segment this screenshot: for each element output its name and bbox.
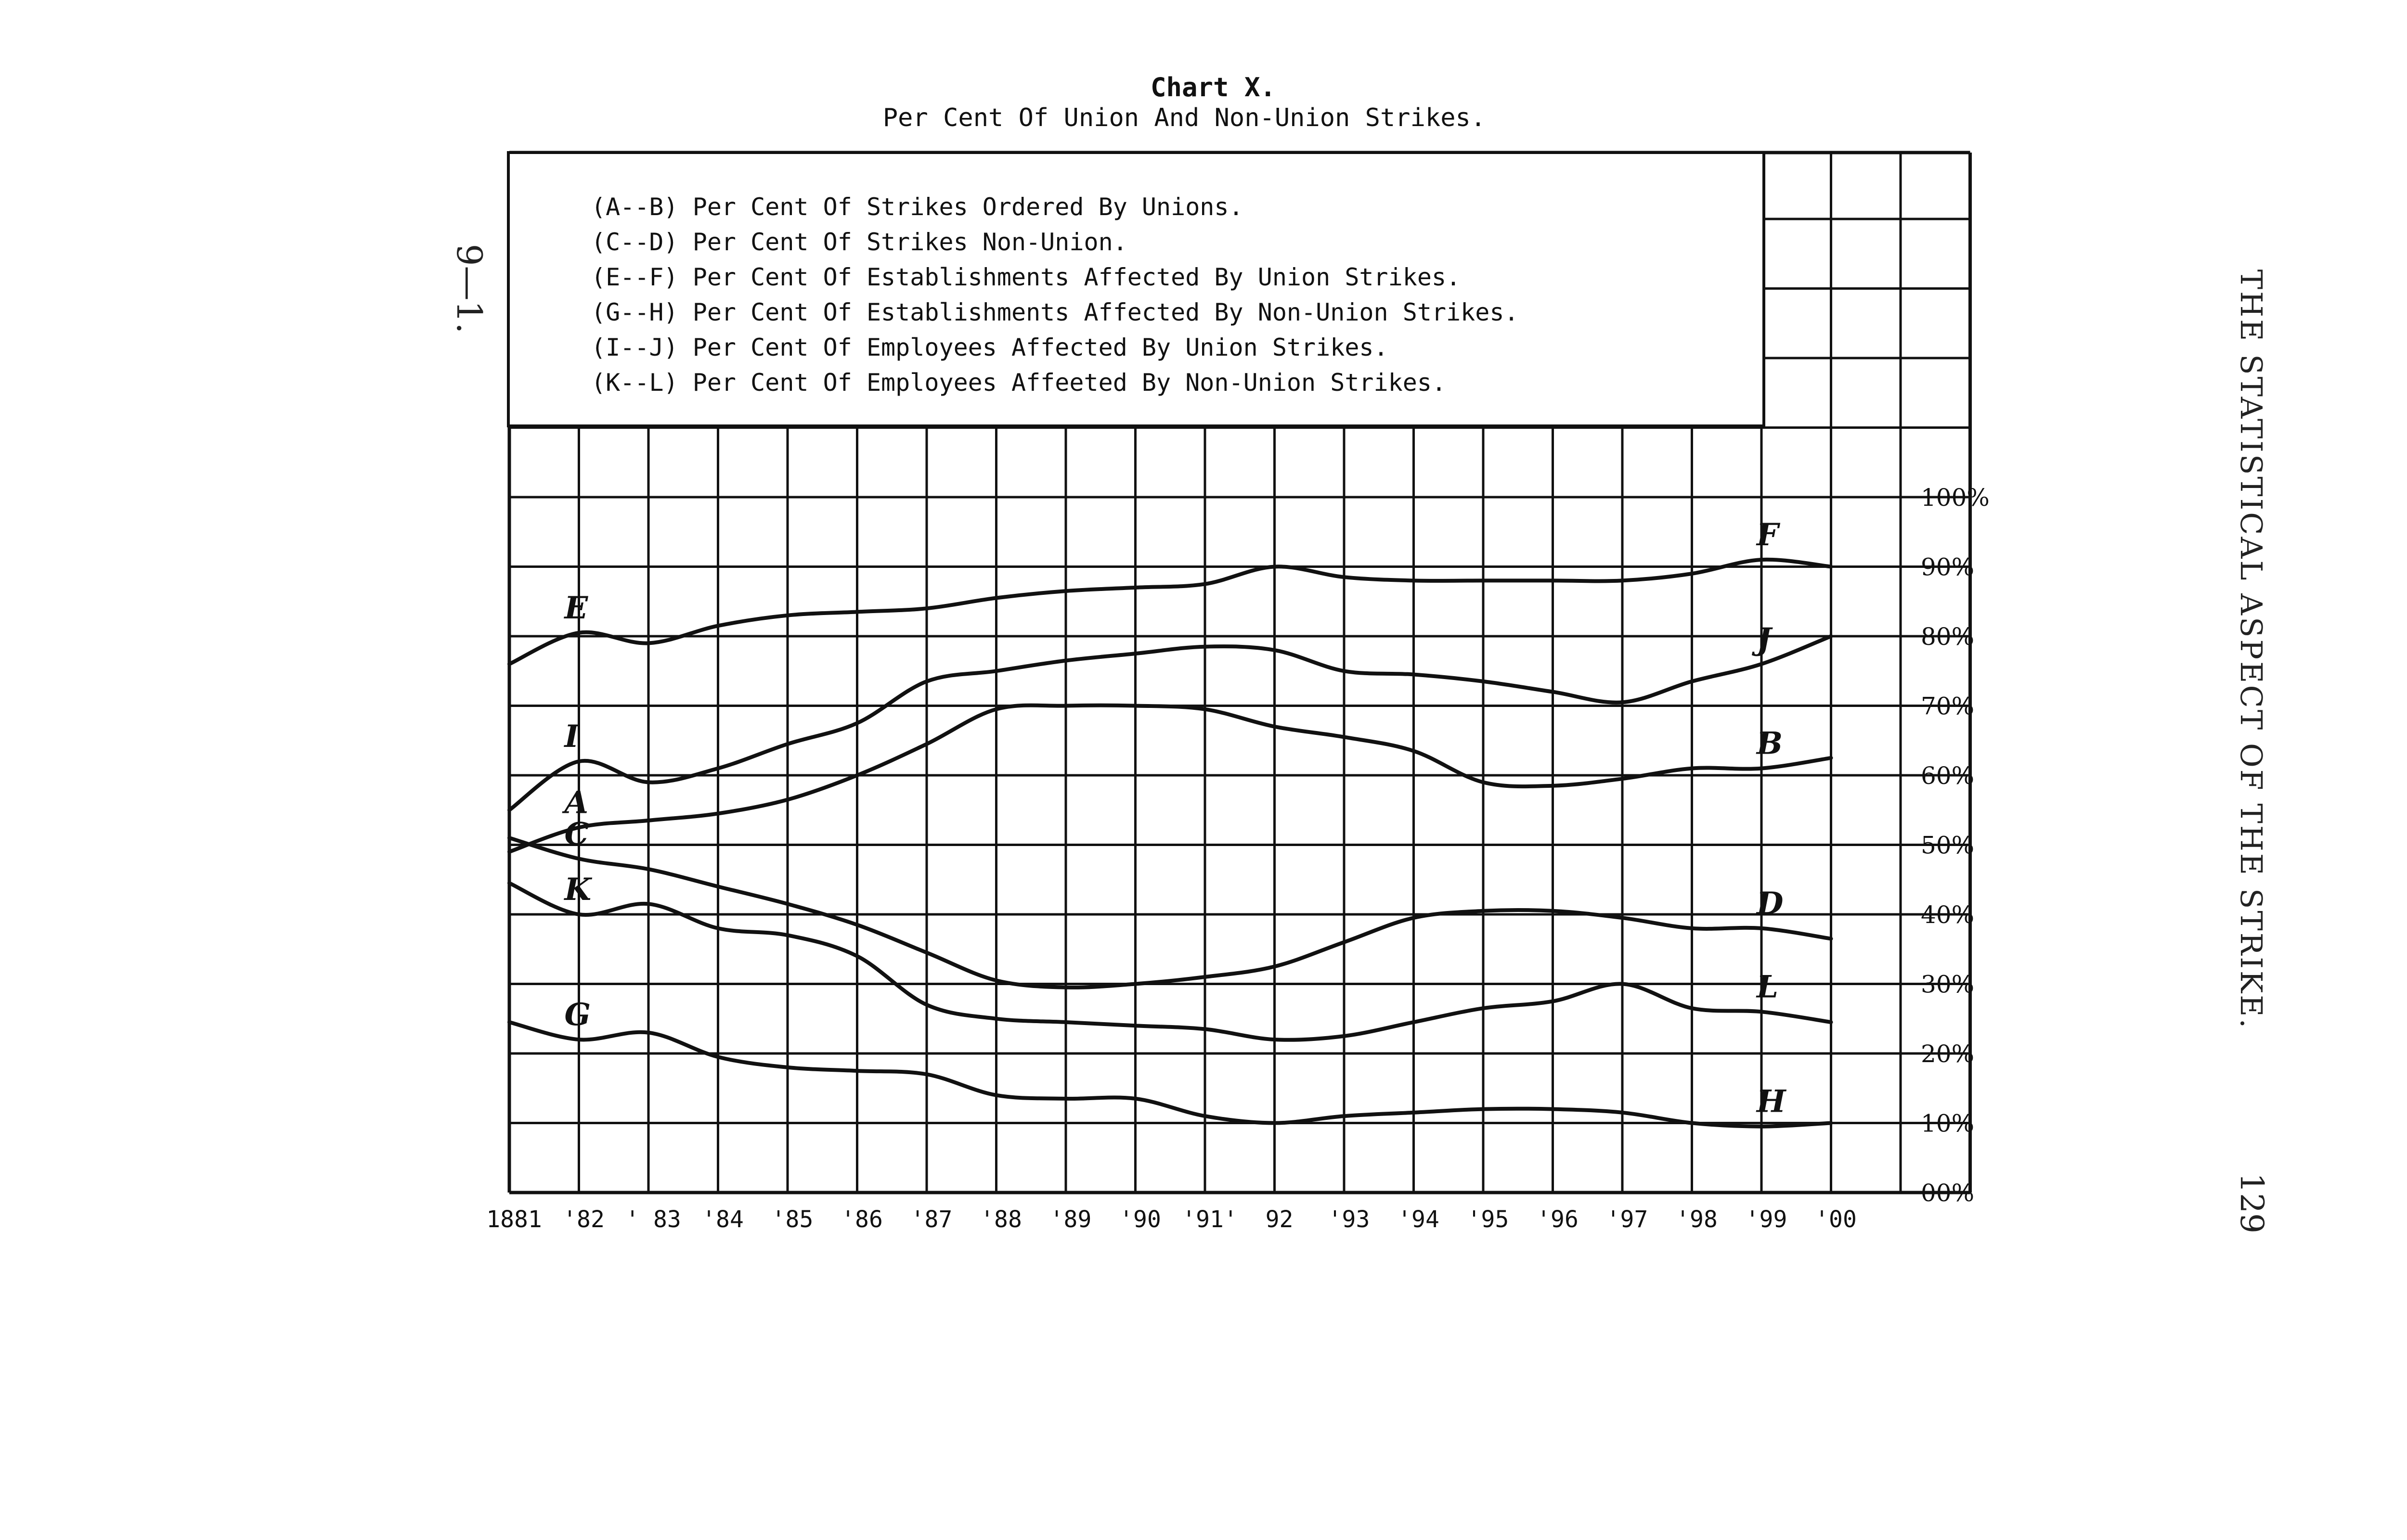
x-tick-label: '99 (1746, 1206, 1787, 1233)
x-tick-label: '95 (1467, 1206, 1509, 1233)
series-line-cd (507, 836, 1833, 989)
y-tick-label: 40% (1921, 901, 1974, 929)
legend-entry: (A--B) Per Cent Of Strikes Ordered By Un… (591, 193, 1243, 221)
side-note: 9—1. (449, 244, 490, 334)
legend-entry: (C--D) Per Cent Of Strikes Non-Union. (591, 228, 1127, 256)
x-tick-label: '93 (1328, 1206, 1370, 1233)
series-line-ij (507, 634, 1833, 812)
x-tick-label: '94 (1398, 1206, 1439, 1233)
series-start-label: I (564, 719, 580, 755)
legend-box (507, 151, 1765, 427)
chart-subtitle: Per Cent Of Union And Non-Union Strikes. (883, 103, 1486, 132)
y-tick-label: 100% (1921, 484, 1990, 512)
x-tick-label: ' 83 (625, 1206, 681, 1233)
page-number: 129 (2233, 1173, 2270, 1233)
x-tick-label: '88 (980, 1206, 1022, 1233)
x-tick-label: 92 (1266, 1206, 1294, 1233)
series-end-label: J (1751, 621, 1773, 657)
series-end-label: F (1756, 517, 1781, 553)
y-tick-label: 20% (1921, 1040, 1974, 1068)
y-tick-label: 80% (1921, 623, 1974, 651)
legend-entry: (I--J) Per Cent Of Employees Affected By… (591, 334, 1388, 361)
y-tick-label: 90% (1921, 553, 1974, 581)
series-start-label: E (564, 590, 589, 626)
series-line-kl (507, 881, 1833, 1042)
x-tick-label: '89 (1050, 1206, 1092, 1233)
series-line-gh (507, 1020, 1833, 1129)
y-tick-label: 10% (1921, 1110, 1974, 1138)
legend-entry: (G--H) Per Cent Of Establishments Affect… (591, 298, 1519, 326)
x-tick-label: '85 (772, 1206, 814, 1233)
x-tick-label: '00 (1815, 1206, 1857, 1233)
series-start-label: A (562, 784, 589, 821)
y-tick-label: 00% (1921, 1179, 1974, 1207)
y-tick-label: 60% (1921, 762, 1974, 790)
x-tick-label: '86 (841, 1206, 883, 1233)
series-start-label: K (564, 872, 593, 908)
series-start-label: C (565, 816, 589, 852)
y-tick-label: 50% (1921, 832, 1974, 860)
series-start-label: G (565, 997, 591, 1033)
legend-entry: (E--F) Per Cent Of Establishments Affect… (591, 263, 1461, 291)
series-end-label: L (1756, 969, 1778, 1005)
x-tick-label: '91' (1182, 1206, 1238, 1233)
running-head: THE STATISTICAL ASPECT OF THE STRIKE. (2234, 270, 2269, 1030)
legend: (A--B) Per Cent Of Strikes Ordered By Un… (591, 193, 1519, 397)
x-tick-label: '87 (911, 1206, 953, 1233)
x-tick-label: '84 (702, 1206, 744, 1233)
series-line-ab (507, 703, 1833, 854)
x-tick-label: '97 (1606, 1206, 1648, 1233)
series: A B C D E F G H I J K L (507, 517, 1833, 1129)
x-axis-ticks: 1881 '82 ' 83 '84 '85 '86 '87 '88 '89 '90 '91' 92 '9… (486, 1206, 1857, 1233)
chart-title: Chart X. (1151, 72, 1276, 103)
x-tick-label: '96 (1537, 1206, 1579, 1233)
y-tick-label: 30% (1921, 971, 1974, 999)
series-end-label: B (1756, 726, 1783, 762)
series-end-label: D (1756, 886, 1784, 922)
y-tick-label: 70% (1921, 693, 1974, 720)
x-tick-label: '82 (563, 1206, 605, 1233)
y-axis-ticks: 00% 10% 20% 30% 40% 50% 60% 70% 80% 90% 100% (1921, 484, 1990, 1207)
x-tick-label: 1881 (486, 1206, 542, 1233)
x-tick-label: '90 (1119, 1206, 1161, 1233)
legend-entry: (K--L) Per Cent Of Employees Affeeted By… (591, 369, 1446, 397)
x-tick-label: '98 (1676, 1206, 1718, 1233)
series-end-label: H (1756, 1084, 1787, 1120)
series-line-ef (507, 557, 1833, 666)
